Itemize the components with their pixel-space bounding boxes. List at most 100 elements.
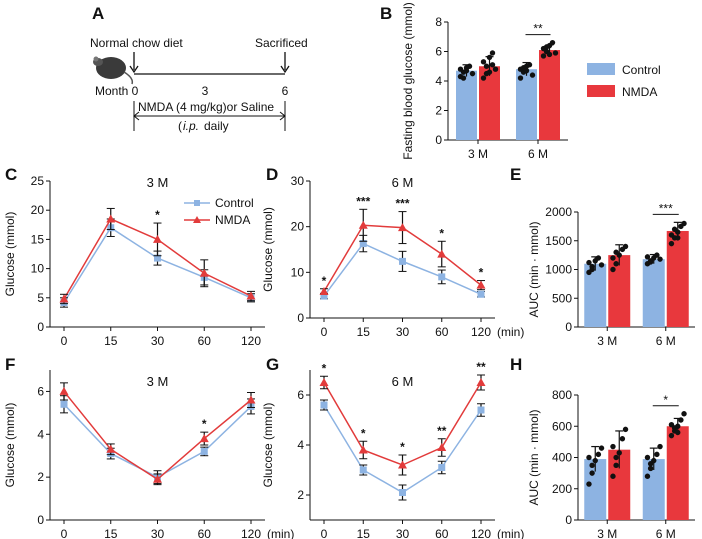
mouse-icon (93, 56, 134, 85)
panel-c-xtick-label-4: 120 (241, 334, 261, 348)
panel-e-point-nmda-0-4 (622, 243, 629, 250)
month-tick-0: 0 (132, 84, 139, 98)
panel-h-point-control-0-1 (589, 470, 595, 476)
panel-g-title: 6 M (392, 374, 414, 389)
panel-c-ytick-label-1: 5 (37, 291, 44, 305)
panel-b-point-control-0-7 (463, 67, 470, 74)
route-italic: i.p. (183, 119, 199, 133)
panel-c-marker-nmda-3 (199, 268, 209, 277)
panel-c-y-label: Glucose (mmol) (3, 212, 17, 297)
charts: 0 2 4 6 8 Fasting blood glucose (mmol) 3 M 6 M *… (3, 2, 695, 539)
panel-c-title: 3 M (147, 175, 169, 190)
panel-c-annot-0: * (155, 208, 160, 222)
panel-h-y-label: AUC (min · mmol) (527, 410, 541, 506)
panel-g-marker-nmda-4 (476, 378, 486, 386)
panel-d-ytick-label-1: 10 (291, 265, 305, 279)
panel-h-point-control-1-4 (657, 443, 663, 450)
panel-g-xtick-label-0: 0 (321, 527, 328, 539)
panel-b-point-control-1-4 (529, 72, 536, 78)
panel-e-ytick-label-1: 500 (552, 291, 572, 305)
panel-b-point-nmda-1-3 (549, 39, 556, 46)
panel-g-marker-control-4 (477, 406, 485, 414)
panel-d-title: 6 M (392, 175, 414, 190)
panel-e-xtick-label-0: 3 M (597, 334, 617, 348)
panel-h-point-nmda-0-2 (616, 450, 622, 456)
panel-h-ytick-label-2: 400 (552, 451, 572, 465)
panel-f-xtick-label-0: 0 (61, 527, 68, 539)
panel-g-xtick-label-1: 15 (357, 527, 371, 539)
panel-f-ytick-label-1: 2 (37, 470, 44, 484)
panel-e-ytick-label-3: 1500 (545, 234, 572, 248)
panel-f-xtick-label-2: 30 (151, 527, 165, 539)
panel-d-x-unit: (min) (497, 325, 524, 339)
route-rest: daily (204, 119, 229, 133)
panel-d-ytick-label-3: 30 (291, 174, 305, 188)
panel-e-point-control-0-5 (586, 259, 592, 266)
panel-f-marker-control-3 (200, 447, 208, 455)
panel-h-point-control-0-6 (589, 462, 595, 469)
panel-e: 0 500 1000 1500 2000 AUC (min · mmol) 3 M 6 M **… (527, 201, 695, 348)
panel-h: 0 200 400 600 800 AUC (min · mmol) 3 M 6 M * (527, 388, 695, 539)
panel-d-annot-3: * (439, 226, 444, 240)
panel-f-ytick-label-3: 6 (37, 384, 44, 398)
panel-h-xtick-label-1: 6 M (656, 527, 676, 539)
panel-b-point-nmda-0-4 (492, 66, 499, 72)
panel-f-marker-control-0 (60, 400, 68, 408)
diet-label: Normal chow diet (90, 36, 183, 50)
panel-e-letter: E (510, 165, 521, 184)
legend-c: Control NMDA (184, 196, 254, 227)
panel-f-annot-0: * (202, 417, 207, 431)
panel-f-marker-nmda-1 (106, 444, 116, 453)
panel-c-marker-control-2 (154, 254, 161, 262)
panel-g-x-unit: (min) (497, 527, 524, 539)
panel-e-point-nmda-0-5 (610, 255, 616, 261)
panel-f-x-unit: (min) (267, 527, 294, 539)
legend-b: Control NMDA (587, 63, 661, 99)
panel-d-marker-control-3 (438, 273, 446, 281)
panel-h-point-nmda-1-4 (681, 411, 687, 417)
panel-e-point-nmda-1-4 (681, 220, 687, 227)
legend-c-control-label: Control (215, 196, 254, 210)
legend-nmda-swatch (587, 85, 615, 97)
panel-h-ytick-label-0: 0 (565, 513, 572, 527)
panel-h-point-control-0-0 (586, 481, 592, 487)
panel-g-letter: G (266, 355, 279, 374)
panel-g-marker-control-2 (399, 489, 406, 496)
panel-f-line-nmda (63, 390, 252, 481)
panel-b-point-control-0-3 (466, 63, 473, 69)
panel-e-point-nmda-1-0 (668, 240, 675, 247)
panel-d-marker-nmda-0 (319, 287, 329, 296)
panel-b-point-nmda-0-5 (480, 59, 487, 65)
panel-b: 0 2 4 6 8 Fasting blood glucose (mmol) 3 M 6 M *… (401, 2, 568, 161)
panel-d-xtick-label-3: 60 (435, 325, 449, 339)
legend-control-label: Control (622, 63, 661, 77)
panel-b-point-nmda-0-6 (483, 63, 490, 69)
panel-b-point-control-1-3 (526, 62, 533, 68)
panel-d: 0 10 20 30 Glucose (mmol) 0 15 30 60 120 (min) 6 M *… (261, 174, 524, 339)
route-paren-open: ( (178, 119, 182, 133)
panel-g-ytick-label-2: 6 (297, 388, 304, 402)
month-tick-3: 3 (202, 84, 209, 98)
panel-c-ytick-label-5: 25 (31, 174, 45, 188)
panel-c-ytick-label-4: 20 (31, 203, 45, 217)
panel-f-ytick-label-2: 4 (37, 427, 44, 441)
panel-h-point-nmda-1-0 (668, 432, 675, 439)
panel-d-marker-control-1 (359, 240, 367, 248)
panel-h-bar-nmda-1 (666, 426, 689, 520)
panel-c-marker-nmda-4 (246, 291, 256, 300)
panel-e-point-control-0-4 (598, 262, 605, 268)
panel-h-sig-label-0: * (663, 393, 668, 407)
panel-f-marker-nmda-0 (59, 386, 69, 395)
panel-b-bar-nmda-0 (479, 66, 500, 140)
panel-g-annot-0: * (322, 361, 327, 375)
panel-f-marker-nmda-2 (153, 474, 162, 483)
panel-b-bar-nmda-1 (539, 50, 560, 140)
panel-g-marker-control-1 (359, 466, 367, 474)
legend-c-control-marker (194, 200, 200, 206)
panel-e-point-control-0-6 (589, 266, 595, 273)
panel-g-annot-3: ** (437, 424, 447, 438)
panel-g-marker-nmda-3 (437, 443, 447, 451)
panel-b-point-nmda-0-2 (486, 54, 493, 61)
panel-b-point-nmda-1-4 (552, 50, 559, 56)
